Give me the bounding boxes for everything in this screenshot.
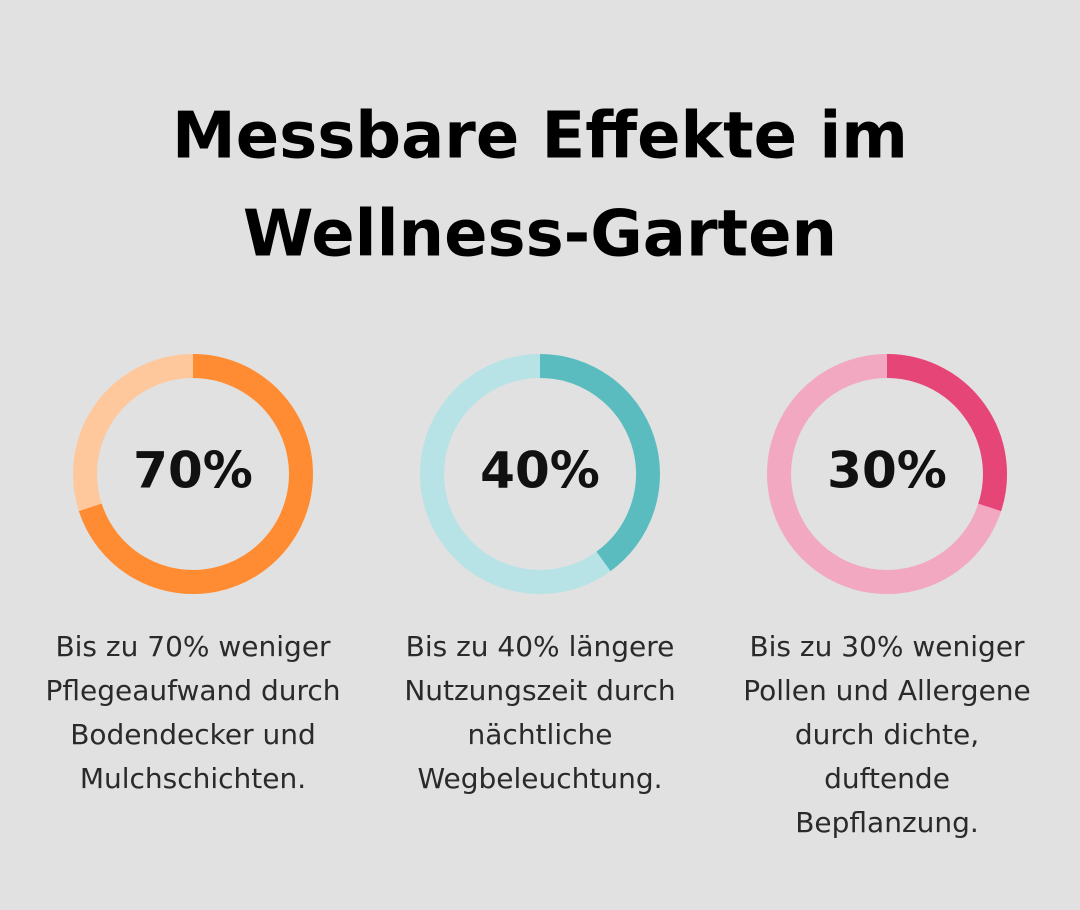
description: Nutzungszeit durch xyxy=(404,674,675,707)
description: Bis zu 70% weniger xyxy=(55,630,331,663)
value-label: 30% xyxy=(827,442,947,500)
description: Pflegeaufwand durch xyxy=(45,674,340,707)
donut-arc xyxy=(886,354,1007,512)
donut-arc xyxy=(539,354,660,572)
description: Bis zu 30% weniger xyxy=(749,630,1025,663)
description: Bodendecker und xyxy=(70,718,316,751)
description: Wegbeleuchtung. xyxy=(417,762,662,795)
description: durch dichte, xyxy=(795,718,979,751)
value-label: 40% xyxy=(480,442,600,500)
title: Messbare Effekte im xyxy=(172,100,908,174)
description: nächtliche xyxy=(468,718,613,751)
value-label: 70% xyxy=(133,442,253,500)
description: Bepflanzung. xyxy=(795,806,979,839)
title: Wellness-Garten xyxy=(243,198,837,272)
description: Mulchschichten. xyxy=(80,762,306,795)
description: duftende xyxy=(824,762,950,795)
description: Pollen und Allergene xyxy=(743,674,1031,707)
donut-arc xyxy=(78,354,313,594)
description: Bis zu 40% längere xyxy=(406,630,675,663)
